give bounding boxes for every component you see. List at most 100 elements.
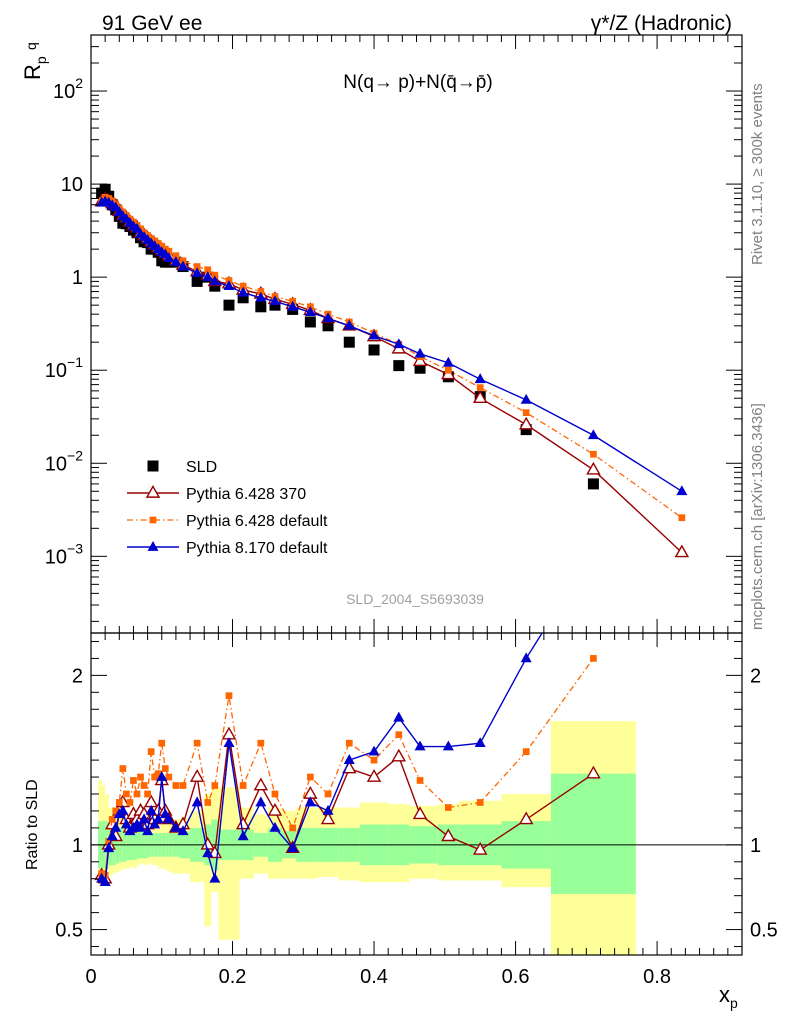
data-point <box>170 256 182 266</box>
data-point <box>269 295 281 306</box>
data-point <box>115 799 123 806</box>
data-point <box>99 183 111 195</box>
data-point <box>237 830 249 841</box>
data-point <box>235 816 251 830</box>
data-point <box>289 824 297 832</box>
data-point <box>520 393 532 404</box>
data-point <box>472 390 488 404</box>
data-point <box>257 739 265 747</box>
data-point <box>520 652 532 663</box>
main-y-axis-label: Rp <box>20 56 49 80</box>
data-point <box>676 485 688 496</box>
data-point <box>163 252 175 263</box>
data-point <box>161 765 169 772</box>
data-point <box>112 807 120 815</box>
data-point <box>590 450 597 458</box>
data-point <box>474 373 486 384</box>
x-label-sub: p <box>730 995 738 1011</box>
data-point <box>414 362 426 374</box>
data-point <box>393 360 405 372</box>
data-point <box>149 818 161 829</box>
data-point <box>117 804 129 815</box>
data-point <box>172 782 180 789</box>
data-point <box>149 516 157 524</box>
data-point <box>304 796 316 807</box>
y-tick-label: 1 <box>72 267 83 289</box>
x-label-main: x <box>719 982 730 1007</box>
data-point <box>304 316 316 328</box>
data-point <box>674 544 690 558</box>
data-point <box>147 460 159 472</box>
ratio-y-axis-label: Ratio to SLD <box>24 779 41 870</box>
ratio-y-tick-label-right: 2 <box>750 665 761 687</box>
data-point <box>267 802 283 816</box>
data-point <box>177 260 189 271</box>
data-point <box>412 806 428 820</box>
data-point <box>151 773 159 781</box>
legend-entry: SLD <box>147 459 217 476</box>
data-point <box>391 748 407 762</box>
data-point <box>163 813 175 824</box>
x-tick-label: 0.2 <box>219 966 247 988</box>
y-tick-label: 10 <box>61 174 83 196</box>
data-point <box>678 514 686 522</box>
data-point <box>587 478 599 490</box>
y-tick-label: 10−1 <box>45 354 83 382</box>
data-point <box>202 847 214 858</box>
data-point <box>414 347 426 358</box>
data-point <box>165 773 173 781</box>
ratio-plot <box>91 633 742 886</box>
data-point <box>586 765 601 779</box>
legend-entry: Pythia 8.170 default <box>127 540 328 557</box>
data-point <box>144 790 151 798</box>
data-point <box>225 692 233 700</box>
data-point <box>522 409 530 416</box>
data-point <box>304 306 316 317</box>
data-point <box>287 300 299 311</box>
data-point <box>322 312 334 323</box>
main-y-axis-label-sup: q <box>23 42 39 50</box>
data-point <box>135 821 147 832</box>
legend: SLD Pythia 6.428 370 Pythia 6.428 default P… <box>127 459 328 557</box>
data-point <box>345 739 353 747</box>
data-point <box>211 782 219 789</box>
data-point <box>343 336 355 348</box>
y-label-main: R <box>20 64 45 80</box>
data-point <box>476 799 484 806</box>
data-point <box>257 288 265 295</box>
data-point <box>177 825 189 836</box>
data-point <box>99 876 111 886</box>
data-point <box>253 777 269 791</box>
data-point <box>368 745 380 756</box>
data-point <box>472 841 488 855</box>
data-point <box>269 299 281 311</box>
data-point <box>416 777 424 784</box>
data-point <box>158 739 166 747</box>
data-point <box>520 424 532 436</box>
data-point <box>189 769 205 782</box>
ratio-y-tick-label-right: 0.5 <box>750 920 778 942</box>
data-point <box>269 821 281 832</box>
data-point <box>193 263 201 270</box>
legend-label: SLD <box>186 459 217 476</box>
data-point <box>444 804 452 811</box>
data-point <box>209 872 221 883</box>
data-point <box>590 655 597 662</box>
header-energy: 91 GeV ee <box>102 12 202 35</box>
y-label-sub: p <box>33 56 49 64</box>
data-point <box>130 777 137 784</box>
data-point <box>324 790 332 798</box>
main-plot <box>94 183 690 558</box>
data-point <box>145 804 157 815</box>
data-point <box>474 737 486 748</box>
data-point <box>587 429 599 440</box>
main-plot-title: N(q→ p)+N(q̄→p̄) <box>343 72 492 93</box>
data-point <box>442 356 454 367</box>
legend-entry: Pythia 6.428 default <box>127 513 328 530</box>
ratio-y-tick-label-right: 1 <box>750 835 761 857</box>
data-point <box>119 765 127 772</box>
data-point <box>255 796 267 807</box>
side-rivet-label: Rivet 3.1.10, ≥ 300k events <box>749 83 766 265</box>
outer-band-bin <box>218 787 240 940</box>
